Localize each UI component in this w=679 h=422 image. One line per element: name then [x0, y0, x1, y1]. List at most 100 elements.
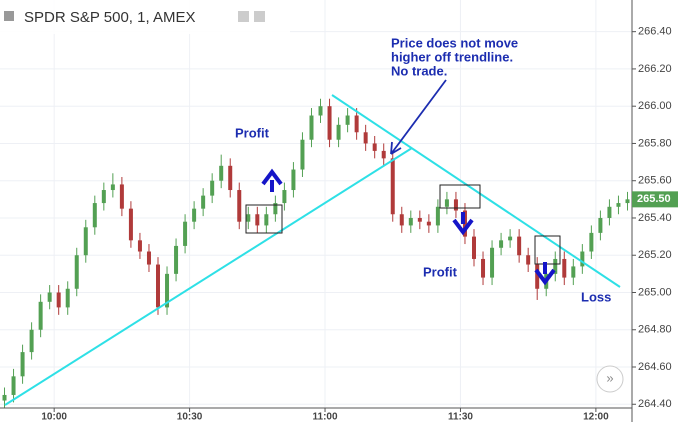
up-arrow	[261, 168, 283, 192]
y-tick-label: 265.20	[638, 249, 672, 261]
symbol-title: SPDR S&P 500, 1, AMEX	[24, 9, 195, 26]
down-arrow	[534, 262, 556, 286]
candle-body	[481, 258, 486, 278]
y-tick-label: 265.60	[638, 175, 672, 187]
candle-body	[309, 115, 314, 140]
candle-body	[580, 251, 585, 267]
candle-body	[201, 195, 206, 209]
x-tick-label: 11:00	[313, 412, 338, 422]
candle-body	[264, 214, 269, 226]
settings-icon[interactable]	[238, 11, 249, 22]
scroll-icon[interactable]: »	[606, 370, 613, 385]
candle-body	[327, 106, 332, 140]
candle-body	[598, 217, 603, 233]
candles	[2, 98, 630, 408]
candle-body	[535, 264, 540, 289]
candle-body	[625, 199, 630, 204]
x-tick-label: 11:30	[448, 412, 473, 422]
candle-body	[390, 158, 395, 215]
candle-body	[219, 165, 224, 181]
candle-body	[38, 301, 43, 330]
candle-body	[165, 273, 170, 308]
axes: 264.40 264.60 264.80 265.00 265.20 265.40 265.…	[41, 26, 678, 422]
candle-body	[192, 208, 197, 222]
y-tick-label: 264.60	[638, 361, 672, 373]
candle-body	[354, 115, 359, 133]
y-tick-label: 264.80	[638, 324, 672, 336]
note-arrow	[390, 79, 447, 155]
annotation: No trade.	[391, 63, 447, 78]
candle-body	[2, 394, 7, 401]
candle-body	[453, 199, 458, 211]
candle-body	[499, 240, 504, 248]
candle-body	[490, 247, 495, 278]
candle-body	[156, 264, 160, 308]
candle-body	[210, 180, 215, 196]
trendline	[4, 147, 413, 406]
down-arrow	[452, 212, 474, 236]
candle-body	[363, 132, 368, 144]
annotation: Loss	[581, 289, 611, 304]
candle-body	[11, 376, 16, 395]
candle-body	[616, 203, 621, 207]
annotation: Profit	[235, 125, 270, 140]
candle-body	[56, 292, 61, 308]
candle-body	[336, 124, 341, 140]
candle-body	[562, 258, 567, 278]
candle-body	[517, 236, 522, 256]
candle-body	[20, 352, 25, 377]
candle-body	[119, 184, 124, 209]
candle-body	[101, 190, 106, 204]
box	[245, 204, 283, 234]
candle-body	[444, 199, 449, 207]
candle-body	[65, 288, 70, 308]
candle-body	[372, 143, 377, 151]
candle-body	[426, 221, 431, 226]
candle-body	[381, 150, 386, 159]
x-tick-label: 10:30	[177, 412, 203, 422]
candle-body	[128, 208, 133, 241]
y-tick-label: 266.40	[638, 26, 672, 38]
candle-body	[300, 139, 305, 170]
candle-body	[137, 240, 142, 252]
box	[534, 235, 561, 265]
candle-body	[237, 190, 242, 222]
y-tick-label: 266.00	[638, 100, 672, 112]
candle-body	[273, 203, 278, 215]
candle-body	[472, 236, 476, 259]
candle-body	[589, 232, 594, 252]
candle-body	[291, 169, 296, 191]
candle-body	[417, 217, 422, 222]
candle-body	[47, 292, 52, 302]
candle-body	[345, 115, 350, 125]
y-tick-label: 265.40	[638, 212, 672, 224]
candle-body	[146, 251, 151, 265]
scroll-button[interactable]	[596, 365, 624, 393]
candle-body	[83, 227, 88, 256]
candle-body	[435, 206, 440, 226]
candle-body	[255, 214, 260, 226]
candle-body	[246, 214, 251, 222]
trendline	[331, 94, 621, 288]
box	[439, 184, 481, 209]
candle-body	[399, 214, 404, 226]
candle-body	[183, 221, 188, 246]
y-tick-label: 265.00	[638, 286, 672, 298]
annotation: Price does not move	[391, 35, 518, 50]
candle-body	[228, 165, 233, 191]
last-price-tag	[632, 191, 678, 208]
x-tick-label: 10:00	[41, 412, 67, 422]
y-tick-label: 265.80	[638, 137, 672, 149]
candle-body	[74, 255, 79, 289]
y-tick-label: 266.20	[638, 63, 672, 75]
close-icon[interactable]	[254, 11, 265, 22]
candle-body	[29, 329, 34, 353]
annotation: higher off trendline.	[391, 49, 513, 64]
candle-body	[508, 236, 513, 241]
candle-body	[282, 190, 287, 204]
collapse-icon[interactable]	[4, 11, 14, 21]
candle-body	[526, 255, 531, 265]
candle-body	[408, 217, 413, 226]
